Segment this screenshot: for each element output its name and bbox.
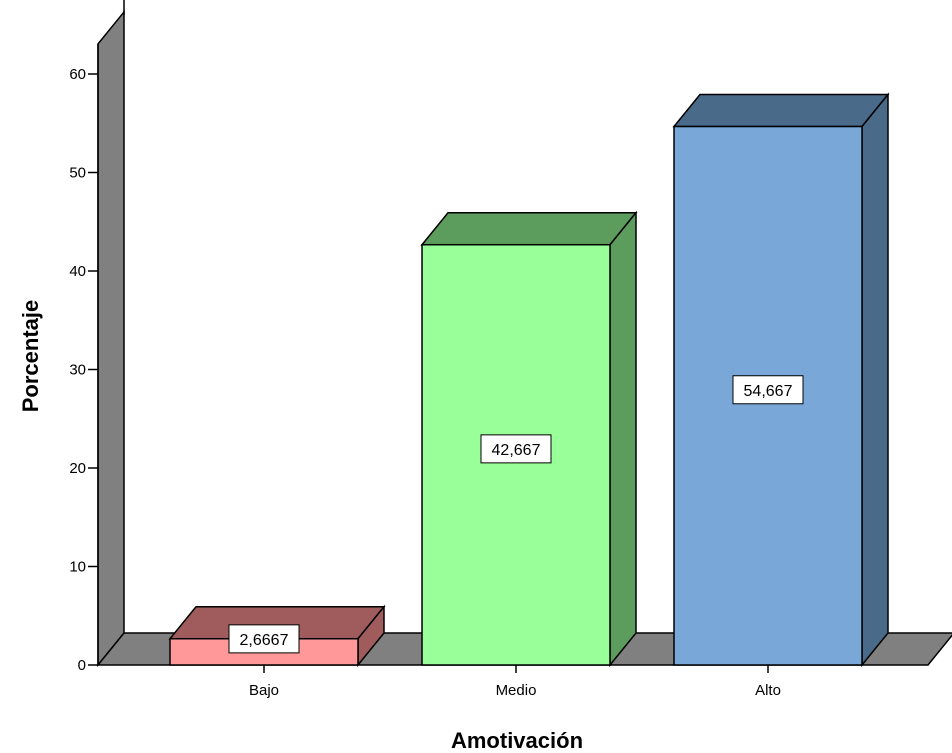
y-tick-label: 60 bbox=[69, 66, 86, 83]
value-label-box bbox=[228, 624, 300, 654]
bar-alto: 54,667 bbox=[672, 92, 890, 668]
bar-top-face bbox=[420, 211, 638, 246]
y-tick-label: 10 bbox=[69, 559, 86, 576]
y-axis-title: Porcentaje bbox=[18, 300, 43, 413]
x-axis-title: Amotivación bbox=[451, 728, 583, 753]
bar-medio: 42,667 bbox=[420, 210, 638, 668]
value-label: 2,6667 bbox=[240, 632, 289, 649]
left-wall bbox=[97, 9, 125, 668]
value-label-box bbox=[480, 434, 552, 464]
bar-top-face bbox=[672, 93, 890, 128]
y-tick-label: 50 bbox=[69, 165, 86, 182]
value-label-box bbox=[732, 375, 804, 405]
x-tick-label: Alto bbox=[755, 682, 781, 699]
value-label: 42,667 bbox=[492, 442, 541, 459]
bar-side-face bbox=[609, 210, 637, 668]
bar-bajo: 2,6667 bbox=[168, 604, 386, 668]
x-tick-label: Bajo bbox=[249, 682, 279, 699]
x-axis: Bajo Medio Alto bbox=[249, 665, 781, 699]
bars: 2,6667 42,667 54,667 bbox=[168, 92, 890, 668]
value-label: 54,667 bbox=[744, 383, 793, 400]
back-wall-border bbox=[123, 0, 125, 15]
y-tick-label: 30 bbox=[69, 362, 86, 379]
y-tick-label: 0 bbox=[78, 657, 86, 674]
y-axis: 0 10 20 30 40 50 60 bbox=[69, 43, 99, 674]
y-tick-label: 20 bbox=[69, 460, 86, 477]
y-tick-label: 40 bbox=[69, 263, 86, 280]
x-tick-label: Medio bbox=[496, 682, 537, 699]
bar-side-face bbox=[861, 92, 889, 668]
